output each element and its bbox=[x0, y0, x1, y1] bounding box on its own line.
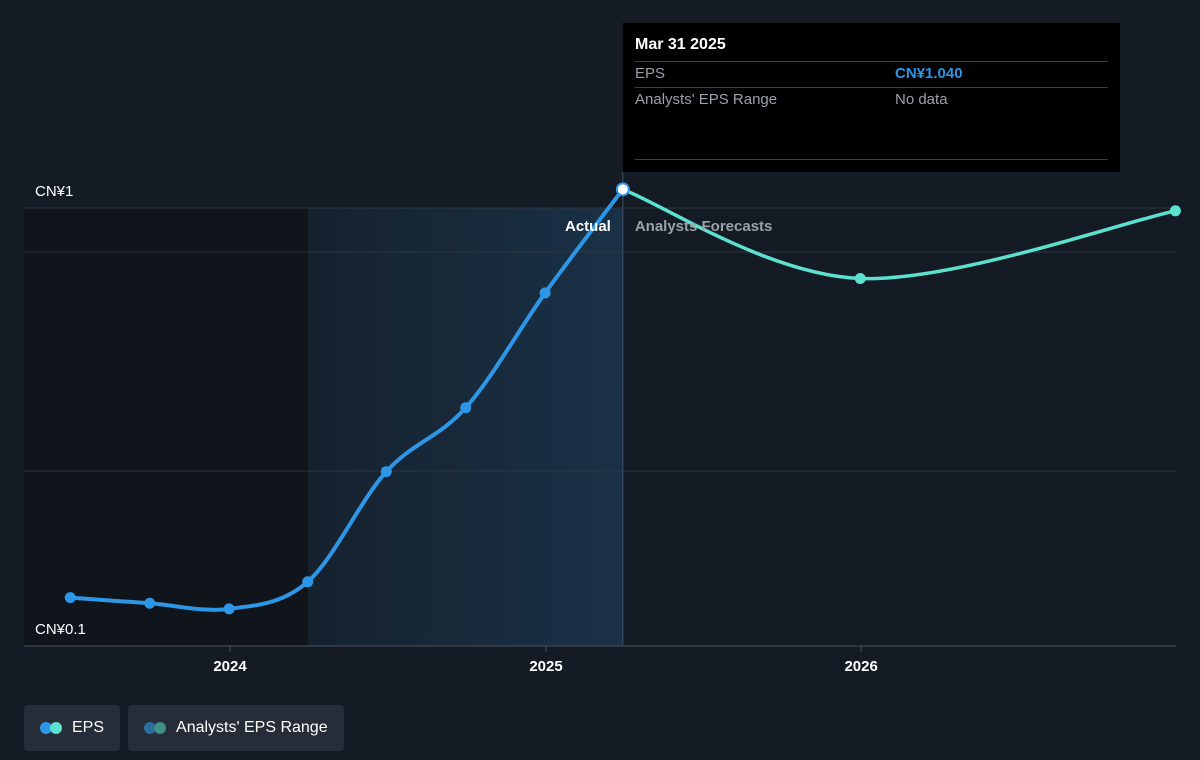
eps-actual-point bbox=[380, 466, 392, 478]
eps-actual-point bbox=[64, 592, 76, 604]
x-tick-label: 2025 bbox=[529, 658, 562, 675]
range-legend-dot-actual bbox=[144, 722, 157, 734]
eps-chart: CN¥1 CN¥0.1 2024 2025 2026 Actual Analysts For… bbox=[24, 172, 1181, 675]
eps-legend-dot-forecast bbox=[50, 722, 62, 734]
eps-legend-icon bbox=[40, 722, 62, 734]
past-region bbox=[24, 208, 308, 646]
eps-actual-point bbox=[144, 597, 156, 609]
tooltip-range-label: Analysts' EPS Range bbox=[635, 91, 778, 108]
range-legend-icon bbox=[144, 722, 167, 734]
y-tick-label-bottom: CN¥0.1 bbox=[35, 621, 86, 638]
eps-actual-point bbox=[302, 576, 314, 588]
eps-actual-point bbox=[539, 287, 551, 299]
range-legend-dot-forecast bbox=[154, 722, 167, 734]
y-tick-label-top: CN¥1 bbox=[35, 183, 73, 200]
x-tick-label: 2026 bbox=[844, 658, 877, 675]
eps-forecast-point bbox=[854, 272, 866, 284]
tooltip-eps-value: CN¥1.040 bbox=[895, 65, 963, 82]
eps-forecast-point bbox=[1169, 205, 1181, 217]
eps-legend-dot-actual bbox=[40, 722, 52, 734]
eps-actual-point bbox=[223, 603, 235, 615]
tooltip-row-range: Analysts' EPS Range No data bbox=[635, 87, 1108, 113]
actual-label: Actual bbox=[565, 218, 611, 235]
tooltip: Mar 31 2025 EPS CN¥1.040 Analysts' EPS R… bbox=[623, 23, 1120, 172]
legend-range-label: Analysts' EPS Range bbox=[176, 719, 328, 736]
tooltip-divider bbox=[635, 159, 1108, 160]
legend-eps-button[interactable]: EPS bbox=[24, 705, 121, 751]
tooltip-row-eps: EPS CN¥1.040 bbox=[635, 61, 1108, 87]
tooltip-date: Mar 31 2025 bbox=[635, 36, 726, 53]
x-tick-label: 2024 bbox=[213, 658, 247, 675]
eps-current-point bbox=[615, 182, 630, 197]
legend-range-button[interactable]: Analysts' EPS Range bbox=[128, 705, 344, 751]
forecast-label: Analysts Forecasts bbox=[635, 218, 773, 235]
tooltip-eps-label: EPS bbox=[635, 65, 666, 82]
tooltip-range-value: No data bbox=[895, 91, 948, 108]
highlight-region bbox=[307, 208, 623, 646]
legend: EPS Analysts' EPS Range bbox=[24, 705, 344, 751]
legend-eps-label: EPS bbox=[72, 719, 105, 736]
eps-actual-point bbox=[460, 402, 472, 414]
